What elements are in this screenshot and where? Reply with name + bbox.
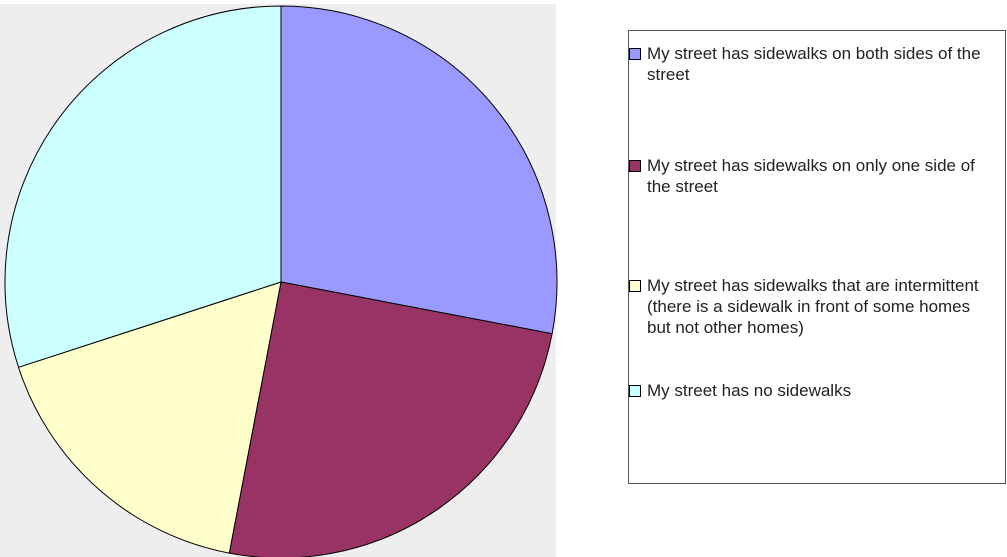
legend-swatch bbox=[629, 385, 641, 397]
legend-item: My street has sidewalks on both sides of… bbox=[629, 43, 997, 85]
legend-label: My street has no sidewalks bbox=[647, 381, 852, 400]
legend-swatch bbox=[629, 160, 641, 172]
legend-swatch bbox=[629, 48, 641, 60]
legend-label: My street has sidewalks on only one side… bbox=[647, 156, 975, 196]
legend-label: My street has sidewalks on both sides of… bbox=[647, 44, 981, 84]
pie-slice bbox=[228, 281, 553, 557]
legend-item: My street has sidewalks on only one side… bbox=[629, 155, 997, 197]
legend: My street has sidewalks on both sides of… bbox=[628, 30, 1006, 484]
legend-swatch bbox=[629, 280, 641, 292]
pie-slice bbox=[17, 281, 282, 554]
pie-slice bbox=[280, 5, 558, 335]
legend-label: My street has sidewalks that are intermi… bbox=[647, 276, 979, 337]
legend-item: My street has no sidewalks bbox=[629, 380, 997, 401]
legend-item: My street has sidewalks that are intermi… bbox=[629, 275, 997, 338]
pie-slice bbox=[4, 5, 282, 368]
